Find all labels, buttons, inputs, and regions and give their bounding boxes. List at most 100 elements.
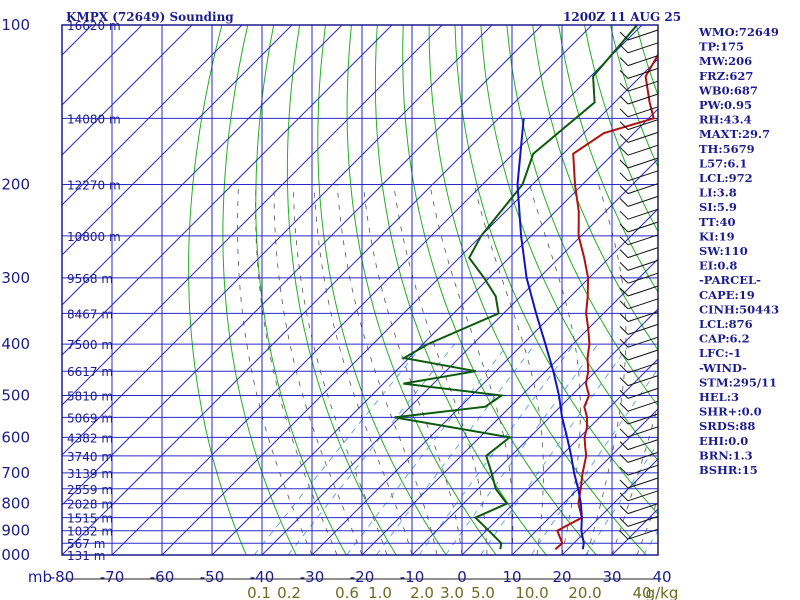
height-level-label: 3139 m	[67, 467, 113, 481]
height-level-label: 5810 m	[67, 389, 113, 403]
moist-adiabat	[292, 184, 388, 555]
isotherm	[62, 25, 193, 156]
mixing-ratio-line	[376, 343, 536, 555]
mixing-ratio-label: g/kg	[646, 584, 679, 600]
parcel-profile	[516, 118, 585, 550]
height-level-label: 6617 m	[67, 365, 113, 379]
wind-barb-flag	[619, 287, 629, 297]
pressure-tick-label: 600	[1, 428, 30, 446]
temperature-tick-label: 10	[502, 568, 521, 586]
isotherm	[62, 25, 543, 506]
wind-barb	[627, 247, 659, 259]
isotherm	[411, 308, 658, 555]
wind-barb	[627, 311, 659, 323]
moist-adiabat	[313, 184, 413, 555]
sounding-indices: WMO:72649TP:175MW:206FRZ:627WB0:687PW:0.…	[698, 25, 779, 477]
pressure-tick-label: 1000	[0, 546, 30, 564]
temperature-tick-label: 0	[457, 568, 467, 586]
index-item: SHR+:0.0	[699, 405, 762, 419]
temperature-tick-label: 30	[602, 568, 621, 586]
index-item: HEL:3	[699, 390, 739, 404]
wind-barb	[627, 131, 659, 143]
height-level-label: 9568 m	[67, 272, 113, 286]
wind-barb	[627, 477, 659, 489]
index-item: CAP:6.2	[699, 332, 750, 346]
pressure-tick-label: 200	[1, 176, 30, 194]
isotherm	[461, 358, 658, 555]
moist-adiabat	[529, 184, 581, 555]
wind-barb-flag	[619, 505, 629, 514]
wind-barb	[627, 29, 659, 41]
temperature-tick-label: -80	[50, 568, 75, 586]
pressure-tick-label: 400	[1, 335, 30, 353]
index-item: SW:110	[699, 244, 748, 258]
index-item: TP:175	[699, 40, 744, 54]
moist-adiabat	[273, 184, 363, 555]
wind-barb	[627, 144, 659, 156]
index-item: TH:5679	[699, 142, 755, 156]
index-item: RH:43.4	[699, 113, 752, 127]
wind-barb-flag	[619, 326, 629, 335]
wind-barb-flag	[619, 198, 629, 207]
isotherm	[62, 25, 293, 256]
isotherm	[311, 208, 658, 555]
wind-barb-flag	[619, 210, 629, 220]
isotherm	[62, 25, 343, 306]
index-item: CAPE:19	[699, 288, 755, 302]
wind-barb-flag	[619, 300, 629, 310]
wind-barb-flag	[619, 364, 629, 374]
height-level-label: 5069 m	[67, 411, 113, 425]
temperature-tick-label: -60	[150, 568, 175, 586]
height-level-label: 12270 m	[67, 179, 121, 193]
wind-barb-flag	[619, 185, 629, 194]
wind-barb-flag	[619, 172, 629, 182]
wind-barb-flag	[619, 466, 629, 476]
wind-barb-flag	[619, 249, 629, 258]
wind-barb-flag	[619, 454, 629, 463]
index-item: FRZ:627	[699, 69, 753, 83]
temperature-tick-label: -50	[200, 568, 225, 586]
index-item: BRN:1.3	[699, 448, 753, 462]
mixing-ratio-label: 10.0	[515, 584, 548, 600]
temperature-tick-label: 20	[552, 568, 571, 586]
height-level-label: 14080 m	[67, 112, 121, 126]
temperature-tick-label: 40	[652, 568, 671, 586]
index-item: -WIND-	[699, 361, 747, 375]
isotherm	[161, 58, 658, 555]
wind-barb-flag	[619, 518, 629, 527]
mixing-ratio-line	[418, 343, 575, 555]
index-item: EI:0.8	[699, 259, 737, 273]
isotherm	[261, 158, 658, 555]
index-item: LI:3.8	[699, 186, 737, 200]
wind-barb	[627, 106, 659, 118]
index-item: SI:5.9	[699, 200, 737, 214]
height-level-label: 8467 m	[67, 307, 113, 321]
wind-barb-flag	[619, 31, 629, 41]
wind-barb-flag	[619, 428, 629, 438]
wind-barb	[627, 336, 659, 348]
pressure-tick-label: 100	[1, 16, 30, 34]
height-level-label: 1032 m	[67, 525, 113, 539]
valid-time: 1200Z 11 AUG 25	[563, 10, 681, 24]
dry-adiabat	[558, 25, 658, 294]
mixing-ratio-label: 2.0	[410, 584, 434, 600]
mixing-ratio-label: 3.0	[440, 584, 464, 600]
wind-barb-flag	[619, 274, 629, 284]
wind-barb	[627, 119, 659, 131]
wind-barb	[627, 42, 659, 54]
height-level-label: 4382 m	[67, 431, 113, 445]
isotherm	[62, 25, 443, 406]
wind-barb	[627, 221, 659, 233]
isotherm	[211, 108, 658, 555]
wind-barb-flag	[619, 95, 629, 105]
height-level-label: 2028 m	[67, 498, 113, 512]
temperature-tick-label: -30	[300, 568, 325, 586]
index-item: L57:6.1	[699, 156, 747, 170]
pressure-tick-label: 300	[1, 269, 30, 287]
wind-barb	[627, 55, 659, 67]
mixing-ratio-label: 40	[632, 584, 651, 600]
wind-barb	[627, 157, 659, 169]
height-level-label: 567 m	[67, 537, 105, 551]
index-item: EHI:0.0	[699, 434, 748, 448]
